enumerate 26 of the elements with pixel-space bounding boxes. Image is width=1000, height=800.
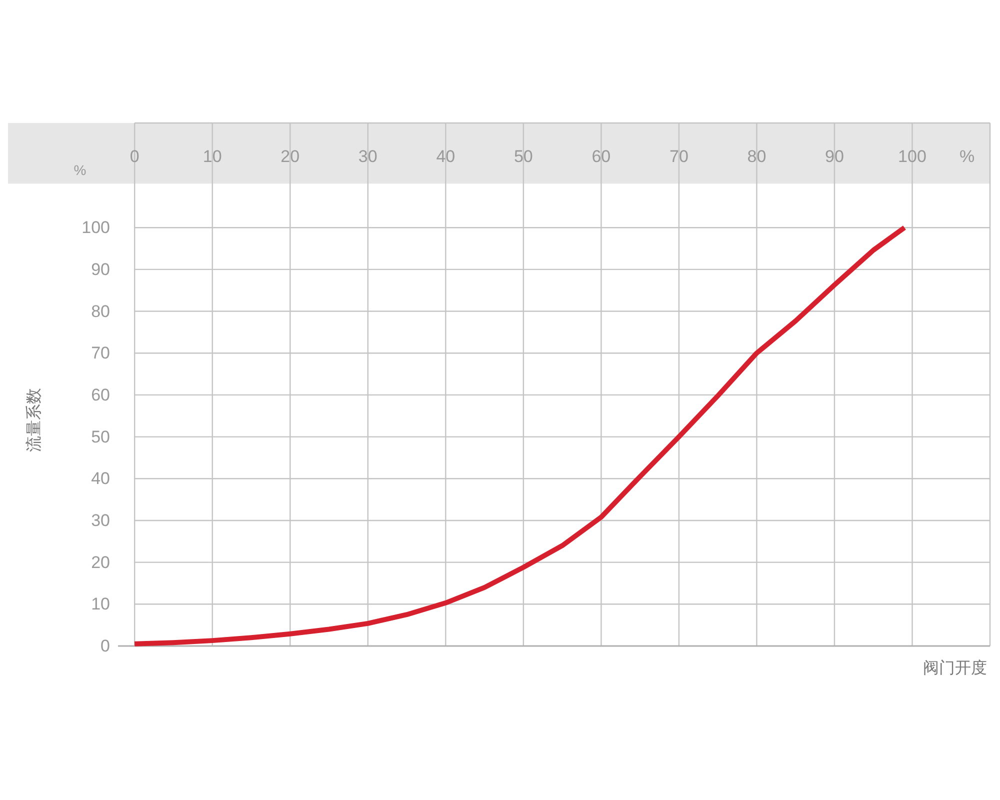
y-tick-label: 80 bbox=[91, 302, 110, 321]
x-tick-label: 90 bbox=[825, 147, 844, 166]
y-tick-label: 50 bbox=[91, 427, 110, 446]
x-axis-title: 阀门开度 bbox=[923, 659, 987, 677]
y-tick-label: 60 bbox=[91, 385, 110, 404]
y-tick-label: 70 bbox=[91, 344, 110, 363]
x-tick-label: 10 bbox=[202, 147, 222, 166]
x-tick-label: 100 bbox=[898, 147, 926, 166]
y-tick-label: 10 bbox=[91, 594, 110, 614]
x-tick-label: 40 bbox=[436, 147, 456, 166]
annotation: % bbox=[959, 147, 975, 166]
y-tick-label: 90 bbox=[91, 260, 110, 279]
x-tick-label: 50 bbox=[514, 147, 533, 166]
y-tick-label: 20 bbox=[91, 552, 110, 572]
x-tick-label: 0 bbox=[130, 147, 140, 166]
text: % bbox=[74, 162, 86, 178]
y-tick-label: 100 bbox=[82, 218, 110, 238]
x-tick-label: 70 bbox=[669, 147, 688, 166]
x-tick-label: 80 bbox=[747, 147, 766, 166]
y-tick-label: 0 bbox=[100, 636, 110, 656]
y-tick-label: 40 bbox=[91, 469, 110, 488]
x-tick-label: 30 bbox=[358, 147, 378, 166]
x-tick-label: 60 bbox=[592, 147, 611, 166]
y-tick-label: 30 bbox=[91, 510, 110, 530]
x-tick-label: 20 bbox=[280, 147, 300, 166]
y-axis-title: 流量系数 bbox=[25, 388, 43, 452]
